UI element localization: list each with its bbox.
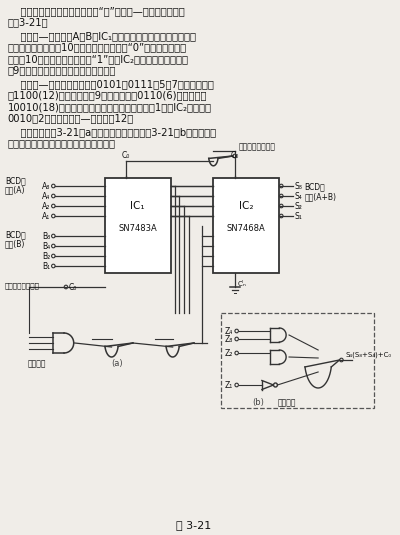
Text: S₈: S₈ <box>295 181 303 190</box>
Text: (a): (a) <box>112 359 123 368</box>
Text: 基本电路以图3-21（a）表示，也可以采用图3-21（b）的加六电: 基本电路以图3-21（a）表示，也可以采用图3-21（b）的加六电 <box>8 127 216 137</box>
Text: B₁: B₁ <box>42 262 50 271</box>
Text: 可以用两个四位全加器和几个“门”构成二—十进制加法器。: 可以用两个四位全加器和几个“门”构成二—十进制加法器。 <box>8 6 184 16</box>
Text: 是1100(12)。因为它大于9，所以加上了0110(6)，其结果是: 是1100(12)。因为它大于9，所以加上了0110(6)，其结果是 <box>8 90 207 101</box>
Text: S₁: S₁ <box>295 211 303 220</box>
Text: 传输到下一个十位: 传输到下一个十位 <box>239 142 276 151</box>
Text: Z₂: Z₂ <box>225 348 234 357</box>
Text: C₀: C₀ <box>69 282 77 292</box>
Text: 或等于10，则加六电路的输出“1”，使IC₂加六。于是，对于大: 或等于10，则加六电路的输出“1”，使IC₂加六。于是，对于大 <box>8 54 189 64</box>
Text: A₄: A₄ <box>42 192 50 201</box>
Text: 10010(18)。因此通过或门对下一个十进位数进1，而IC₂的输出是: 10010(18)。因此通过或门对下一个十进位数进1，而IC₂的输出是 <box>8 102 212 112</box>
Text: A₂: A₂ <box>42 202 50 210</box>
Text: BCD数: BCD数 <box>5 176 26 185</box>
Bar <box>213 178 279 273</box>
Text: S₄: S₄ <box>295 192 303 201</box>
Text: SN7468A: SN7468A <box>227 224 266 233</box>
Text: 见图3-21。: 见图3-21。 <box>8 18 48 27</box>
Bar <box>105 178 171 273</box>
Text: 从上一个十位输入: 从上一个十位输入 <box>5 282 40 288</box>
Text: 输入(A): 输入(A) <box>5 185 25 194</box>
Text: Z₄: Z₄ <box>225 326 233 335</box>
Text: 输出(A+B): 输出(A+B) <box>304 192 336 201</box>
Text: B₈: B₈ <box>42 232 50 241</box>
Text: C₀: C₀ <box>230 151 239 160</box>
Text: 输入(B): 输入(B) <box>5 239 25 248</box>
Text: 路形式或满足这种逻辑的其它加六电路。: 路形式或满足这种逻辑的其它加六电路。 <box>8 139 116 149</box>
Text: 选择。如果总和低于10，则加六电路输出为“0”；如果总和大于: 选择。如果总和低于10，则加六电路输出为“0”；如果总和大于 <box>8 42 187 52</box>
Text: 图 3-21: 图 3-21 <box>176 520 212 530</box>
Text: 例如二—十进制的两个数是0101和0111（5和7），相加总和: 例如二—十进制的两个数是0101和0111（5和7），相加总和 <box>8 79 214 89</box>
Text: Z₁: Z₁ <box>225 380 233 389</box>
Text: 于9的数通过六推进传输到下一个十位。: 于9的数通过六推进传输到下一个十位。 <box>8 65 116 75</box>
Text: C₀: C₀ <box>122 151 130 160</box>
Text: BCD数: BCD数 <box>5 230 26 239</box>
Text: 两个二—十进制数A和B由IC₁相加。它的总和是通过加六电路: 两个二—十进制数A和B由IC₁相加。它的总和是通过加六电路 <box>8 31 196 41</box>
Text: A₁: A₁ <box>42 211 50 220</box>
Text: IC₂: IC₂ <box>239 201 254 211</box>
Text: Z₈: Z₈ <box>225 334 234 343</box>
Text: 加六电路: 加六电路 <box>278 398 296 407</box>
Bar <box>221 313 374 408</box>
Text: S₄(S₈+S₄)+C₀: S₄(S₈+S₄)+C₀ <box>345 351 392 358</box>
Text: B₂: B₂ <box>42 251 50 261</box>
Text: B₄: B₄ <box>42 241 50 250</box>
Text: SN7483A: SN7483A <box>118 224 157 233</box>
Text: 0010（2），这就是二—十进制的12。: 0010（2），这就是二—十进制的12。 <box>8 113 134 124</box>
Text: (b): (b) <box>252 398 264 407</box>
Text: S₂: S₂ <box>295 202 303 210</box>
Text: BCD型: BCD型 <box>304 182 325 191</box>
Text: Cᴵₙ: Cᴵₙ <box>238 281 246 287</box>
Text: A₈: A₈ <box>42 181 50 190</box>
Text: IC₁: IC₁ <box>130 201 145 211</box>
Text: 加六电路: 加六电路 <box>27 359 46 368</box>
